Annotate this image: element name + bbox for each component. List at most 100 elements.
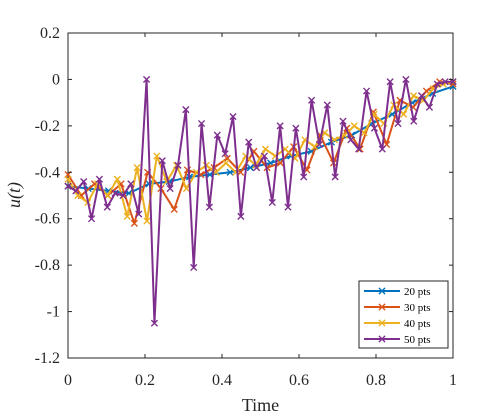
data-point: [350, 122, 358, 130]
data-point: [87, 215, 96, 223]
legend-label: 30 pts: [404, 302, 431, 314]
legend-box: [358, 280, 449, 349]
data-point: [166, 184, 174, 193]
y-tick-label: 0: [52, 71, 60, 88]
data-point: [433, 80, 441, 88]
data-point: [95, 175, 104, 183]
data-point: [410, 117, 418, 125]
data-point: [276, 122, 284, 130]
legend-marker: [378, 335, 386, 343]
x-tick-label: 0.6: [289, 372, 309, 389]
data-point: [417, 92, 426, 100]
data-point: [386, 78, 394, 86]
data-point: [362, 87, 371, 95]
legend-label: 20 pts: [404, 286, 431, 298]
y-tick-label: -0.6: [35, 211, 60, 228]
data-point: [276, 159, 284, 167]
data-point: [409, 92, 418, 100]
data-point: [197, 119, 206, 128]
data-point: [213, 131, 221, 139]
data-point: [135, 210, 143, 218]
data-point: [111, 189, 119, 197]
data-point: [222, 159, 230, 167]
y-axis-title: u(t): [4, 182, 25, 208]
legend-marker: [378, 319, 386, 327]
data-point: [130, 219, 138, 227]
data-point: [311, 143, 319, 151]
data-point: [400, 110, 408, 118]
legend-item-1: 30 pts: [364, 302, 431, 314]
data-point: [268, 198, 276, 207]
data-point: [205, 203, 214, 211]
legend: 20 pts 30 pts 40 pts 50 pts: [358, 280, 449, 349]
data-point: [72, 187, 80, 195]
legend-marker: [378, 287, 386, 295]
data-point: [378, 145, 386, 153]
data-point: [190, 263, 198, 272]
data-point: [158, 157, 166, 165]
data-point: [300, 173, 308, 181]
data-point: [221, 150, 229, 158]
series-layer: [64, 75, 457, 327]
data-point: [246, 164, 254, 172]
data-point: [64, 182, 72, 190]
data-point: [237, 212, 245, 220]
data-point: [292, 124, 300, 132]
data-point: [245, 138, 253, 146]
data-point: [182, 184, 191, 193]
y-tick-label: -0.4: [35, 164, 60, 181]
data-point: [370, 124, 379, 132]
data-point: [119, 191, 127, 200]
legend-item-3: 50 pts: [364, 334, 431, 346]
data-point: [402, 75, 410, 84]
legend-items: 20 pts 30 pts 40 pts 50 pts: [364, 286, 431, 346]
series-line: [67, 80, 454, 225]
data-point: [394, 119, 402, 128]
data-point: [229, 112, 237, 121]
series-line: [67, 78, 454, 325]
legend-label: 50 pts: [404, 334, 431, 346]
x-tick-label: 0.8: [366, 372, 386, 389]
data-point: [425, 103, 434, 111]
data-point: [133, 164, 141, 172]
y-axis: 0.2 0 -0.2 -0.4 -0.6 -0.8 -1 -1.2: [35, 25, 453, 367]
data-point: [142, 75, 151, 84]
data-point: [103, 203, 111, 211]
data-point: [323, 101, 331, 109]
x-axis-title: Time: [242, 395, 279, 415]
data-point: [182, 106, 190, 114]
data-point: [143, 217, 151, 225]
y-tick-label: -1: [47, 304, 60, 321]
data-point: [74, 191, 82, 200]
data-point: [347, 136, 355, 144]
legend-item-2: 40 pts: [364, 318, 431, 330]
data-point: [315, 140, 324, 149]
data-point: [331, 173, 339, 181]
x-tick-label: 1: [449, 372, 457, 389]
data-point: [252, 164, 261, 172]
data-point: [127, 180, 135, 188]
data-point: [330, 136, 339, 144]
data-point: [64, 175, 72, 183]
data-point: [260, 152, 269, 160]
data-point: [80, 177, 88, 186]
legend-item-0: 20 pts: [364, 286, 431, 298]
x-axis: 0 0.2 0.4 0.6 0.8 1: [64, 33, 457, 389]
y-tick-label: -0.8: [35, 257, 60, 274]
data-point: [441, 78, 449, 86]
data-point: [355, 145, 363, 153]
data-point: [113, 175, 121, 183]
data-point: [307, 96, 316, 104]
y-tick-label: 0.2: [40, 25, 60, 42]
data-point: [150, 319, 159, 327]
data-point: [170, 205, 178, 214]
x-tick-label: 0.4: [212, 372, 232, 389]
data-point: [284, 203, 292, 211]
legend-marker: [378, 303, 386, 311]
y-tick-label: -1.2: [35, 350, 60, 367]
legend-label: 40 pts: [404, 318, 431, 330]
series-3: [64, 75, 457, 327]
data-point: [339, 117, 347, 125]
data-point: [261, 145, 270, 153]
data-point: [174, 161, 182, 169]
